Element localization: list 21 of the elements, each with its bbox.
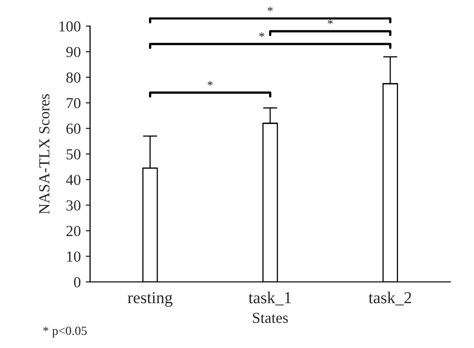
y-tick-label: 0 <box>74 277 80 288</box>
y-tick-label: 40 <box>66 174 80 186</box>
text: * <box>328 20 333 24</box>
annotation: * <box>208 80 213 86</box>
x-tick-label: task_2 <box>368 292 412 306</box>
y-tick-label: 80 <box>66 72 80 83</box>
x-axis-title: States <box>252 312 288 324</box>
text: * <box>268 6 273 12</box>
y-tick-label: 70 <box>66 98 80 108</box>
x-tick-label: resting <box>128 292 172 307</box>
x-tick-label: task_1 <box>248 292 291 306</box>
y-tick-label: 30 <box>66 200 80 211</box>
y-tick-label: 10 <box>67 251 80 262</box>
y-axis-title: NASA-TLX Scores <box>39 94 50 214</box>
annotation: * <box>259 32 264 37</box>
y-tick-label: 60 <box>66 124 80 134</box>
y-tick-label: 90 <box>66 46 80 58</box>
text: * p<0.05 <box>43 326 87 338</box>
y-tick-label: 100 <box>59 21 80 32</box>
y-tick-label: 50 <box>66 149 80 160</box>
y-tick-label: 20 <box>66 226 80 236</box>
